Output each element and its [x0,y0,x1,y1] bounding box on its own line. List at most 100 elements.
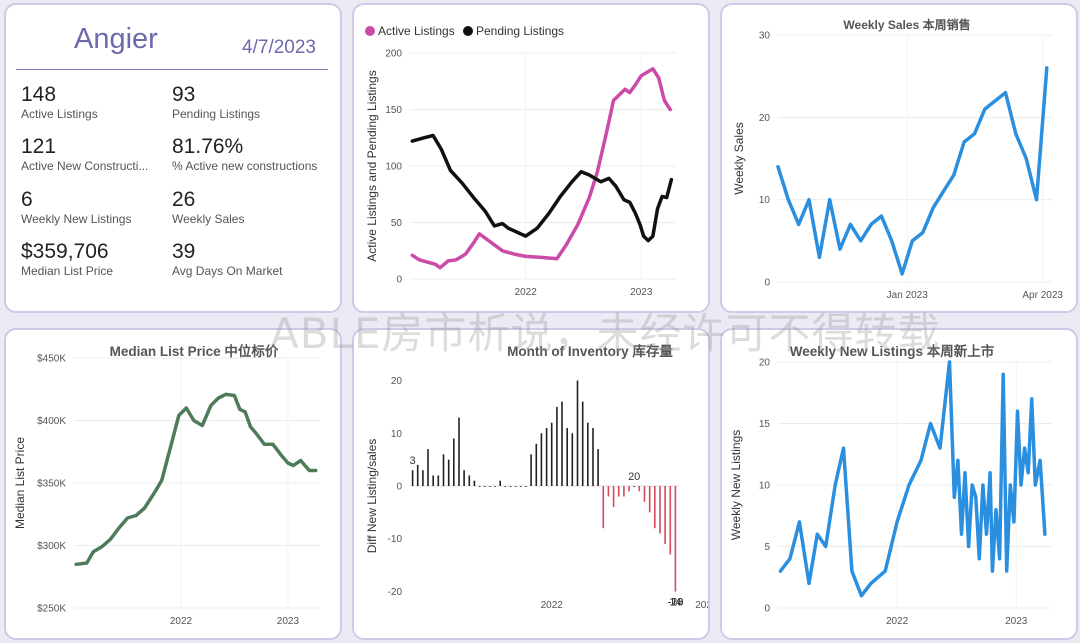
kpi-value: 81.76% [172,135,244,158]
bar [442,454,445,486]
bar [530,454,532,486]
kpi-median-list-price: $359,706 Median List Price [21,240,171,279]
series-line-pending-listings [410,133,674,243]
y-tick-label: 0 [396,275,402,286]
bar [592,428,594,486]
legend-label: Active Listings [378,24,455,38]
bar [617,486,620,497]
bar [602,486,605,529]
kpi-label: Weekly Sales [172,212,245,226]
x-tick-label: 2022 [541,600,564,611]
bar [458,417,460,486]
y-axis-label: Weekly Sales [732,122,746,194]
bar [453,438,455,486]
data-label: -20 [667,596,683,608]
bar [633,486,635,487]
legend-label: Pending Listings [476,24,564,38]
x-tick-label: 2022 [515,287,538,298]
bar [550,422,553,486]
bar [525,486,527,487]
kpi-value: 6 [21,188,33,211]
bar [514,486,517,487]
kpi-label: Avg Days On Market [172,264,283,278]
series-line-active-listings [410,67,672,270]
kpi-label: Weekly New Listings [21,212,132,226]
bar [674,486,677,592]
y-tick-label: 10 [391,429,403,440]
bar [648,486,651,513]
bar [607,486,610,497]
bar [576,380,579,486]
bar [447,459,450,486]
y-tick-label: 20 [759,358,771,369]
y-tick-label: 0 [396,482,402,493]
y-tick-label: 15 [759,419,771,430]
kpi-value: 148 [21,83,57,106]
bar [520,486,522,487]
bar [468,475,471,486]
legend-marker [463,26,473,36]
kpi-label: Active New Constructi... [21,159,149,173]
kpi-weekly-sales: 26 Weekly Sales [172,188,322,227]
weekly-sales-chart-panel: 0 10 20 30 Jan 2023 Apr 2023 Weekly Sales Weekl… [720,3,1078,313]
bar [623,486,625,497]
kpi-pending-listings: 93 Pending Listings [172,83,322,122]
y-tick-label: $450K [37,354,66,365]
bar [664,486,666,544]
x-tick-label: 2023 [1005,616,1028,627]
bar [411,470,414,486]
bar [643,486,646,502]
bar [545,428,548,486]
y-tick-label: 10 [759,195,771,206]
bar [416,464,419,486]
bar [504,486,507,487]
bar [483,486,486,487]
kpi-value: 39 [172,240,196,263]
kpi-header: Angier 4/7/2023 [16,13,328,70]
x-tick-label: 2023 [277,616,300,627]
weekly-new-listings-chart-panel: 0 5 10 15 20 2022 2023 Weekly New Listings Weekl… [720,328,1078,640]
kpi-pct-new-construction: 81.76% % Active new constructions [172,135,337,174]
kpi-weekly-new-listings: 6 Weekly New Listings [21,188,171,227]
y-tick-label: 10 [759,481,771,492]
bar [473,480,476,486]
y-tick-label: $350K [37,479,66,490]
kpi-value: 121 [21,135,57,158]
bar [499,480,501,486]
bar [581,401,584,486]
weekly-sales-chart: 0 10 20 30 Jan 2023 Apr 2023 Weekly Sales Weekl… [732,17,1063,301]
x-tick-label: Jan 2023 [887,290,929,301]
bar [669,486,672,555]
x-tick-label: 2023 [630,287,653,298]
data-label: 3 [410,455,416,467]
chart-title: Weekly Sales 本周销售 [843,17,970,32]
y-axis-label: Diff New Listing/sales [365,439,379,554]
series-line-0 [74,392,318,567]
bar [587,422,589,486]
bar [478,486,481,487]
active-pending-chart: 0 50 100 150 200 2022 2023 Active Listings and … [365,24,676,298]
y-tick-label: 20 [391,376,403,387]
y-tick-label: 5 [764,542,770,553]
bar [571,433,574,486]
bar [597,449,599,486]
y-tick-label: 0 [764,604,770,615]
chart-title: Median List Price 中位标价 [110,343,279,359]
kpi-active-new-construction: 121 Active New Constructi... [21,135,157,174]
y-tick-label: -10 [388,534,403,545]
bar [463,470,465,486]
y-tick-label: 150 [385,105,402,116]
bar [494,486,496,487]
y-tick-label: 100 [385,162,402,173]
active-pending-chart-panel: 0 50 100 150 200 2022 2023 Active Listings and … [352,3,710,313]
bar [561,401,563,486]
x-tick-label: 2022 [170,616,193,627]
kpi-value: $359,706 [21,240,109,263]
y-tick-label: 50 [391,218,403,229]
kpi-label: Active Listings [21,107,98,121]
bar [489,486,491,487]
y-tick-label: 200 [385,49,402,60]
y-tick-label: 0 [764,278,770,289]
